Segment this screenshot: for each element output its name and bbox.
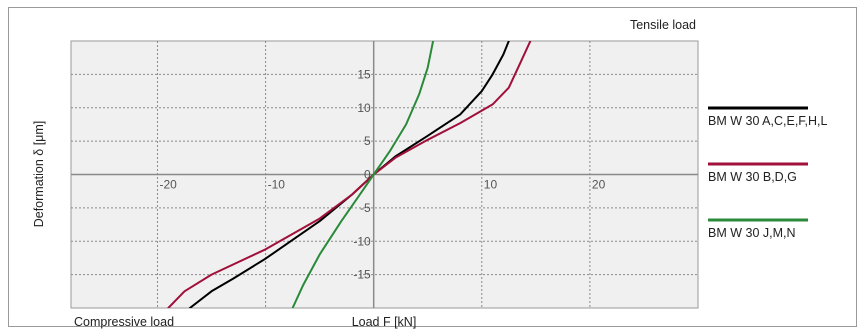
x-tick-label: -10 [268,178,286,192]
y-tick-label: -10 [353,234,371,248]
y-tick-label: 0 [364,168,371,182]
y-axis-label: Deformation δ [μm] [32,121,46,228]
series-group [167,41,532,308]
series-line-3 [291,41,435,308]
y-tick-label: 10 [357,101,371,115]
series-line-2 [167,41,532,308]
legend-label-2: BM W 30 B,D,G [708,170,797,184]
x-tick-label: -20 [159,178,177,192]
y-tick-label: -5 [360,201,371,215]
y-tick-label: 15 [357,67,371,81]
legend: BM W 30 A,C,E,F,H,L BM W 30 B,D,G BM W 30 … [708,106,828,240]
legend-label-3: BM W 30 J,M,N [708,226,796,240]
y-tick-label: 5 [364,134,371,148]
x-axis-label: Load F [kN] [352,315,417,329]
legend-label-1: BM W 30 A,C,E,F,H,L [708,114,828,128]
annotation-compressive-load: Compressive load [74,315,174,329]
x-tick-label: 20 [592,178,606,192]
annotation-tensile-load: Tensile load [630,18,696,32]
y-tick-label: -15 [353,268,371,282]
x-tick-label: 10 [484,178,498,192]
tick-labels: -20 -10 10 20 15 10 5 0 -5 -10 -15 [159,67,605,281]
